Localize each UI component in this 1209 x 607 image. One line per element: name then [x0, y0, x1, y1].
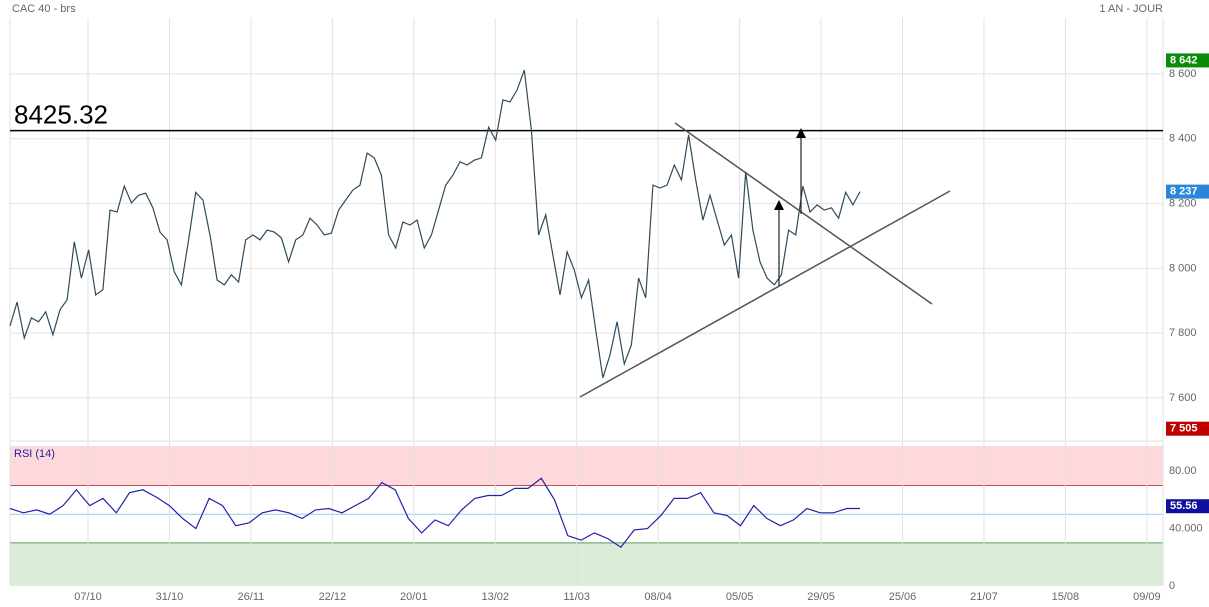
- y-tick-label: 8 200: [1169, 197, 1197, 209]
- y-tick-label: 7 800: [1169, 327, 1197, 339]
- x-tick-label: 31/10: [156, 591, 184, 603]
- x-tick-label: 26/11: [238, 591, 265, 603]
- badge-label: 55.56: [1170, 500, 1198, 512]
- value-badge: [1166, 421, 1209, 436]
- y-tick-label: 7 600: [1169, 392, 1197, 404]
- y-tick-label: 0: [1169, 580, 1175, 592]
- x-tick-label: 07/10: [74, 591, 102, 603]
- plot: RSI (14) 07/10 31/10 26/11 22/12 20/01 13/02 11…: [9, 18, 1209, 603]
- y-tick-label: 8 000: [1169, 262, 1197, 274]
- arrow-head: [796, 128, 806, 138]
- value-badge: [1166, 499, 1209, 514]
- level-label: 8425.32: [14, 99, 108, 129]
- y-tick-label: 8 400: [1169, 133, 1197, 145]
- x-tick-label: 08/04: [644, 591, 672, 603]
- x-tick-label: 11/03: [563, 591, 590, 603]
- x-tick-label: 13/02: [481, 591, 509, 603]
- y-tick-label: 80.00: [1169, 465, 1197, 477]
- x-tick-label: 20/01: [400, 591, 428, 603]
- overbought-zone: [10, 446, 1163, 486]
- x-tick-label: 22/12: [319, 591, 347, 603]
- x-tick-label: 05/05: [726, 591, 754, 603]
- badge-label: 8 642: [1170, 54, 1198, 66]
- panel-title: RSI (14): [14, 448, 55, 460]
- x-tick-label: 09/09: [1133, 591, 1161, 603]
- x-tick-label: 21/07: [970, 591, 998, 603]
- trend-line: [579, 190, 951, 398]
- x-tick-label: 29/05: [807, 591, 835, 603]
- trend-line: [674, 122, 933, 305]
- chart-title: CAC 40 - brs: [12, 3, 76, 15]
- value-badge: [1166, 53, 1209, 68]
- badge-label: 8 237: [1170, 186, 1198, 198]
- value-badge: [1166, 184, 1209, 199]
- y-tick-label: 40.000: [1169, 522, 1203, 534]
- oversold-zone: [10, 542, 1163, 586]
- x-tick-label: 25/06: [889, 591, 917, 603]
- y-tick-label: 8 600: [1169, 68, 1197, 80]
- x-tick-label: 15/08: [1052, 591, 1080, 603]
- series-line: [9, 477, 860, 549]
- series-line: [9, 69, 861, 378]
- chart-subtitle: 1 AN - JOUR: [1099, 3, 1163, 15]
- arrow-head: [774, 200, 784, 210]
- badge-label: 7 505: [1170, 423, 1198, 435]
